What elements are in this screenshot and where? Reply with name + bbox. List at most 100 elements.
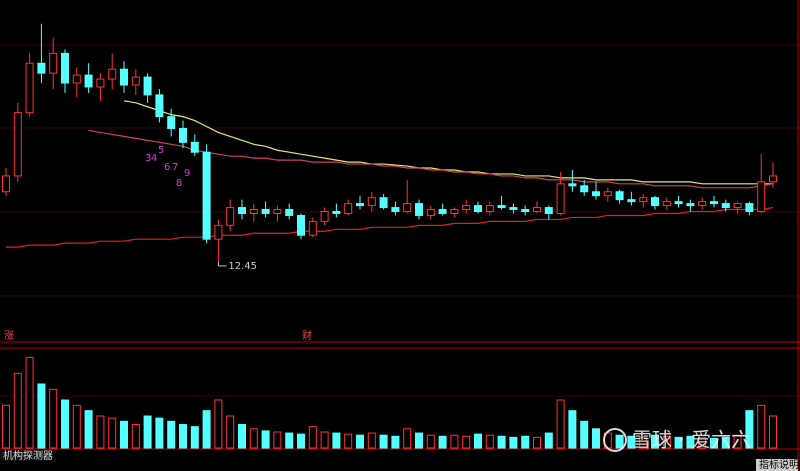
candle-body: [733, 203, 742, 209]
candle-body: [356, 203, 364, 207]
volume-bar: [403, 428, 412, 449]
candle-body: [391, 207, 400, 213]
volume-bar: [721, 436, 730, 449]
volume-bar: [686, 435, 695, 449]
candle-body: [450, 209, 459, 214]
candle-body: [37, 62, 46, 74]
volume-bar: [533, 436, 541, 449]
volume-bar: [710, 437, 718, 449]
volume-bar: [61, 399, 69, 449]
candle-body: [533, 207, 541, 213]
candle-body: [568, 183, 577, 187]
volume-bar: [509, 436, 518, 449]
help-label[interactable]: 指标说明: [759, 458, 799, 471]
volume-bar: [96, 415, 105, 449]
candle-body: [273, 209, 282, 214]
marker-label: 财: [302, 329, 312, 342]
candle-body: [474, 205, 482, 213]
volume-bar: [297, 433, 305, 449]
price-panel: 12.45: [2, 23, 777, 272]
candle-body: [438, 209, 447, 214]
volume-bar: [167, 420, 176, 449]
candle-body: [544, 207, 553, 214]
candle-body: [155, 94, 164, 118]
low-label: 12.45: [228, 261, 257, 272]
volume-bar: [592, 428, 600, 449]
volume-bar: [497, 435, 506, 449]
marker-label: 涨: [4, 330, 14, 342]
candle-body: [13, 112, 22, 177]
sequence-label: 5: [158, 145, 164, 156]
volume-bar: [344, 433, 353, 449]
sequence-label: 4: [151, 153, 157, 164]
candle-body: [603, 191, 612, 197]
candle-body: [167, 116, 176, 129]
candle-body: [261, 209, 270, 214]
volume-bar: [214, 399, 223, 449]
candle-body: [462, 205, 471, 211]
volume-bar: [72, 404, 81, 449]
candle-body: [226, 207, 235, 226]
candle-body: [674, 201, 683, 205]
candle-body: [521, 209, 530, 213]
volume-bar: [308, 426, 317, 449]
volume-bar: [49, 388, 58, 449]
volume-bar: [2, 404, 10, 449]
candle-body: [190, 141, 199, 153]
moving-average-line: [6, 206, 774, 248]
volume-bar: [627, 435, 636, 449]
volume-bar: [698, 436, 707, 449]
candle-body: [415, 203, 423, 216]
volume-bar: [379, 434, 388, 449]
volume-bar: [332, 432, 341, 449]
volume-bar: [249, 428, 258, 449]
candle-body: [686, 203, 695, 207]
volume-bar: [190, 426, 199, 449]
volume-bar: [426, 434, 435, 449]
volume-bar: [662, 435, 671, 449]
candle-body: [615, 191, 624, 201]
candle-body: [179, 127, 187, 143]
candle-body: [698, 201, 707, 207]
candle-body: [120, 68, 128, 86]
candle-body: [320, 211, 329, 222]
volume-bar: [391, 435, 400, 449]
candle-body: [757, 181, 766, 213]
candle-body: [108, 68, 117, 80]
volume-bar: [757, 404, 766, 449]
help-button[interactable]: [756, 459, 798, 471]
candle-body: [72, 74, 81, 84]
volume-bar: [226, 415, 235, 449]
volume-bar: [285, 432, 294, 449]
candle-body: [580, 185, 589, 193]
sequence-label: 8: [176, 178, 182, 189]
volume-bar: [202, 410, 211, 449]
volume-bar: [544, 432, 553, 449]
candle-body: [2, 175, 10, 193]
sequence-label: 3: [145, 153, 151, 164]
indicator-name[interactable]: 机构探测器: [3, 449, 53, 462]
volume-bar: [651, 434, 659, 449]
candle-body: [285, 209, 294, 216]
candle-body: [249, 209, 258, 214]
volume-bar: [733, 434, 742, 449]
volume-bar: [356, 434, 364, 449]
candle-body: [96, 78, 105, 88]
candle-body: [202, 151, 211, 240]
volume-bar: [13, 372, 22, 449]
volume-bar: [37, 383, 46, 449]
candle-body: [556, 183, 565, 214]
candle-body: [367, 197, 376, 207]
volume-bar: [580, 420, 589, 449]
indicator-tab[interactable]: [0, 450, 50, 461]
volume-bar: [25, 356, 34, 449]
candle-body: [49, 52, 58, 74]
volume-bar: [568, 410, 577, 449]
candle-body: [84, 74, 93, 88]
volume-bar: [769, 415, 777, 449]
volume-bar: [261, 430, 270, 449]
volume-bar: [238, 424, 246, 449]
volume-bar: [143, 415, 152, 449]
candle-body: [214, 224, 223, 240]
candle-body: [379, 197, 388, 209]
